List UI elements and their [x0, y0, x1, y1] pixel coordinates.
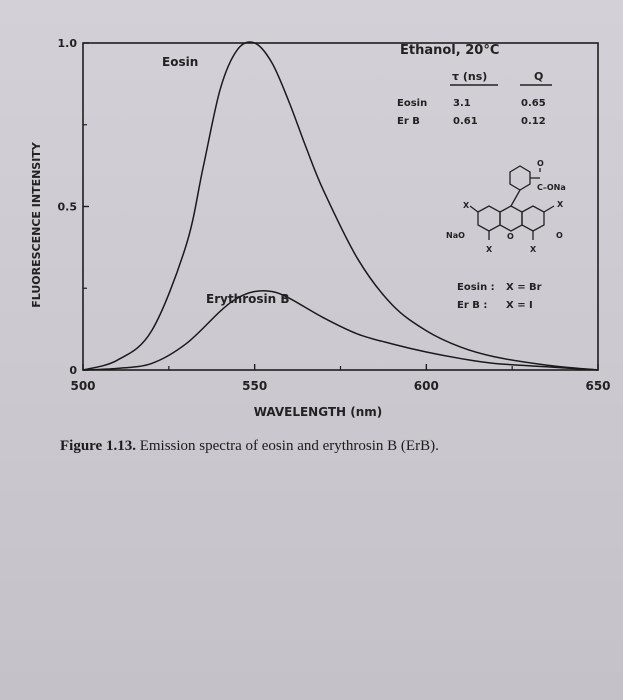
- erb-substituent-name: Er B :: [457, 300, 487, 311]
- xanthene-left-ring: [477, 205, 501, 232]
- table-row-eosin-tau: 3.1: [453, 98, 471, 109]
- series-lines: [82, 41, 599, 371]
- y-tick-label: 0: [69, 364, 77, 377]
- keto-o-label: O: [556, 231, 563, 240]
- figure-caption-text: Emission spectra of eosin and erythrosin…: [135, 438, 439, 454]
- erythrosin-series-label: Erythrosin B: [206, 292, 290, 306]
- eosin-substituent-value: X = Br: [506, 282, 542, 293]
- xanthene-center-ring: [499, 205, 523, 232]
- table-row-erb-tau: 0.61: [453, 116, 478, 127]
- plot-frame: [82, 42, 599, 371]
- benzoate-ring: [509, 165, 531, 191]
- ring-o-label: O: [507, 232, 514, 241]
- structure-labels: C–ONa O NaO O O X X X X: [446, 159, 566, 254]
- y-tick-label: 0.5: [58, 201, 78, 214]
- x-tick-label: 600: [414, 379, 439, 393]
- table-row-erb-q: 0.12: [521, 116, 546, 127]
- table-row-erb-name: Er B: [397, 116, 420, 127]
- table-row-eosin-name: Eosin: [397, 98, 427, 109]
- eosin-series-label: Eosin: [162, 55, 198, 69]
- x-label-bottom-right: X: [530, 245, 537, 254]
- x-tick-label: 550: [242, 379, 267, 393]
- nao-label: NaO: [446, 231, 465, 240]
- figure-label: Figure 1.13.: [60, 438, 136, 454]
- y-tick-label: 1.0: [58, 37, 78, 50]
- plot-border: [82, 42, 599, 371]
- x-label-bottom-left: X: [486, 245, 493, 254]
- carbonyl-o-label: O: [537, 159, 544, 168]
- solvent-label: Ethanol, 20°C: [400, 43, 499, 58]
- table-row-eosin-q: 0.65: [521, 98, 546, 109]
- erb-substituent-value: X = I: [506, 300, 533, 311]
- ona-label: C–ONa: [537, 183, 566, 192]
- x-label-top-right: X: [557, 200, 564, 209]
- axis-ticks: [82, 42, 599, 371]
- tick-labels: 500 550 600 650 0 0.5 1.0: [58, 37, 611, 393]
- x-axis-label: WAVELENGTH (nm): [254, 405, 383, 419]
- eosin-substituent-name: Eosin :: [457, 282, 495, 293]
- tau-header: τ (ns): [452, 70, 487, 83]
- x-tick-label: 500: [70, 379, 95, 393]
- figure-caption: Figure 1.13. Emission spectra of eosin a…: [60, 438, 600, 455]
- x-label-top-left: X: [463, 201, 470, 210]
- y-axis-label: FLUORESCENCE INTENSITY: [30, 141, 43, 308]
- x-tick-label: 650: [585, 379, 610, 393]
- series-line-erythrosin-b: [82, 289, 599, 371]
- xanthene-right-ring: [521, 205, 545, 232]
- q-header: Q: [534, 70, 543, 83]
- series-line-eosin: [82, 41, 599, 371]
- chemical-structure: [469, 165, 555, 240]
